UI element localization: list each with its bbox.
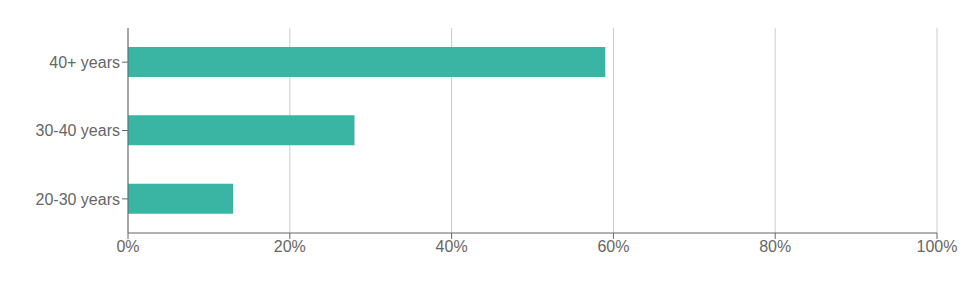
svg-text:0%: 0% [116,238,139,255]
svg-text:40+ years: 40+ years [49,54,120,71]
svg-text:20%: 20% [274,238,306,255]
svg-text:30-40 years: 30-40 years [36,122,121,139]
svg-text:20-30 years: 20-30 years [36,191,121,208]
svg-text:80%: 80% [759,238,791,255]
svg-text:60%: 60% [597,238,629,255]
svg-text:40%: 40% [436,238,468,255]
svg-text:100%: 100% [917,238,958,255]
